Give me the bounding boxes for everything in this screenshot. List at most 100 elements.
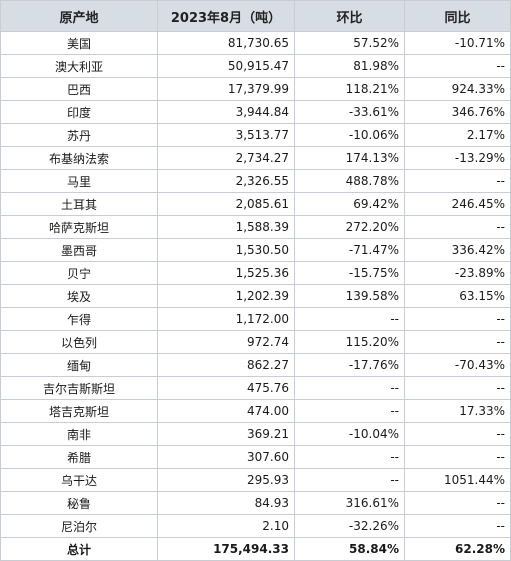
cell-amount: 307.60 (157, 445, 295, 469)
cell-yoy: -- (404, 514, 511, 538)
cell-origin: 澳大利亚 (0, 54, 158, 78)
table-row: 秘鲁 84.93 316.61% -- (0, 491, 511, 515)
table-row: 贝宁 1,525.36 -15.75% -23.89% (0, 261, 511, 285)
cell-origin: 南非 (0, 422, 158, 446)
cell-origin: 以色列 (0, 330, 158, 354)
cell-mom: 139.58% (294, 284, 405, 308)
total-cell-amount: 175,494.33 (157, 537, 295, 561)
cell-amount: 1,525.36 (157, 261, 295, 285)
cell-mom: -17.76% (294, 353, 405, 377)
table-row: 苏丹 3,513.77 -10.06% 2.17% (0, 123, 511, 147)
cell-yoy: -- (404, 307, 511, 331)
cell-mom: -- (294, 307, 405, 331)
cell-origin: 尼泊尔 (0, 514, 158, 538)
cell-origin: 土耳其 (0, 192, 158, 216)
cell-amount: 862.27 (157, 353, 295, 377)
cell-mom: 174.13% (294, 146, 405, 170)
cell-amount: 2,326.55 (157, 169, 295, 193)
table-body: 美国 81,730.65 57.52% -10.71% 澳大利亚 50,915.47 81.… (0, 31, 511, 561)
cell-amount: 84.93 (157, 491, 295, 515)
cell-mom: -- (294, 468, 405, 492)
cell-amount: 3,944.84 (157, 100, 295, 124)
cell-origin: 哈萨克斯坦 (0, 215, 158, 239)
cell-amount: 2.10 (157, 514, 295, 538)
cell-amount: 1,172.00 (157, 307, 295, 331)
cell-yoy: 346.76% (404, 100, 511, 124)
cell-origin: 巴西 (0, 77, 158, 101)
table-row: 巴西 17,379.99 118.21% 924.33% (0, 77, 511, 101)
cell-origin: 希腊 (0, 445, 158, 469)
header-amount: 2023年8月（吨） (157, 0, 295, 32)
cell-yoy: -- (404, 376, 511, 400)
table-row: 印度 3,944.84 -33.61% 346.76% (0, 100, 511, 124)
table-row: 澳大利亚 50,915.47 81.98% -- (0, 54, 511, 78)
header-mom: 环比 (294, 0, 405, 32)
cell-origin: 乌干达 (0, 468, 158, 492)
cell-yoy: -23.89% (404, 261, 511, 285)
cell-origin: 贝宁 (0, 261, 158, 285)
cell-origin: 缅甸 (0, 353, 158, 377)
table-row: 美国 81,730.65 57.52% -10.71% (0, 31, 511, 55)
cell-origin: 吉尔吉斯斯坦 (0, 376, 158, 400)
cell-yoy: -- (404, 54, 511, 78)
cell-amount: 3,513.77 (157, 123, 295, 147)
cell-yoy: -- (404, 422, 511, 446)
cell-mom: -15.75% (294, 261, 405, 285)
cell-mom: 488.78% (294, 169, 405, 193)
cell-origin: 塔吉克斯坦 (0, 399, 158, 423)
cell-yoy: -13.29% (404, 146, 511, 170)
total-cell-origin: 总计 (0, 537, 158, 561)
cell-yoy: 246.45% (404, 192, 511, 216)
cell-yoy: -- (404, 215, 511, 239)
cell-origin: 印度 (0, 100, 158, 124)
table-row: 乍得 1,172.00 -- -- (0, 307, 511, 331)
cell-amount: 81,730.65 (157, 31, 295, 55)
cell-mom: 57.52% (294, 31, 405, 55)
cell-amount: 2,085.61 (157, 192, 295, 216)
table-row: 南非 369.21 -10.04% -- (0, 422, 511, 446)
cell-yoy: 63.15% (404, 284, 511, 308)
cell-amount: 1,202.39 (157, 284, 295, 308)
cell-origin: 马里 (0, 169, 158, 193)
cell-yoy: 924.33% (404, 77, 511, 101)
cell-mom: 272.20% (294, 215, 405, 239)
table-row: 乌干达 295.93 -- 1051.44% (0, 468, 511, 492)
cell-amount: 295.93 (157, 468, 295, 492)
header-origin: 原产地 (0, 0, 158, 32)
table-row: 塔吉克斯坦 474.00 -- 17.33% (0, 399, 511, 423)
table-row: 马里 2,326.55 488.78% -- (0, 169, 511, 193)
cell-yoy: -- (404, 169, 511, 193)
cell-mom: -10.04% (294, 422, 405, 446)
cell-mom: -10.06% (294, 123, 405, 147)
total-cell-yoy: 62.28% (404, 537, 511, 561)
cell-mom: -- (294, 376, 405, 400)
cell-mom: 316.61% (294, 491, 405, 515)
cell-origin: 苏丹 (0, 123, 158, 147)
cell-yoy: 17.33% (404, 399, 511, 423)
cell-amount: 17,379.99 (157, 77, 295, 101)
cell-amount: 2,734.27 (157, 146, 295, 170)
table-row: 缅甸 862.27 -17.76% -70.43% (0, 353, 511, 377)
cell-origin: 墨西哥 (0, 238, 158, 262)
table-row: 埃及 1,202.39 139.58% 63.15% (0, 284, 511, 308)
table-row: 墨西哥 1,530.50 -71.47% 336.42% (0, 238, 511, 262)
table-header: 原产地 2023年8月（吨） 环比 同比 (0, 0, 511, 32)
cell-amount: 369.21 (157, 422, 295, 446)
cell-yoy: 1051.44% (404, 468, 511, 492)
cell-yoy: -- (404, 445, 511, 469)
cell-yoy: -10.71% (404, 31, 511, 55)
cell-origin: 乍得 (0, 307, 158, 331)
cell-mom: -- (294, 445, 405, 469)
cell-mom: 118.21% (294, 77, 405, 101)
cell-origin: 埃及 (0, 284, 158, 308)
total-cell-mom: 58.84% (294, 537, 405, 561)
cell-yoy: -70.43% (404, 353, 511, 377)
cell-amount: 972.74 (157, 330, 295, 354)
cell-amount: 474.00 (157, 399, 295, 423)
cell-mom: -71.47% (294, 238, 405, 262)
cell-amount: 1,588.39 (157, 215, 295, 239)
cell-origin: 秘鲁 (0, 491, 158, 515)
table-row: 以色列 972.74 115.20% -- (0, 330, 511, 354)
